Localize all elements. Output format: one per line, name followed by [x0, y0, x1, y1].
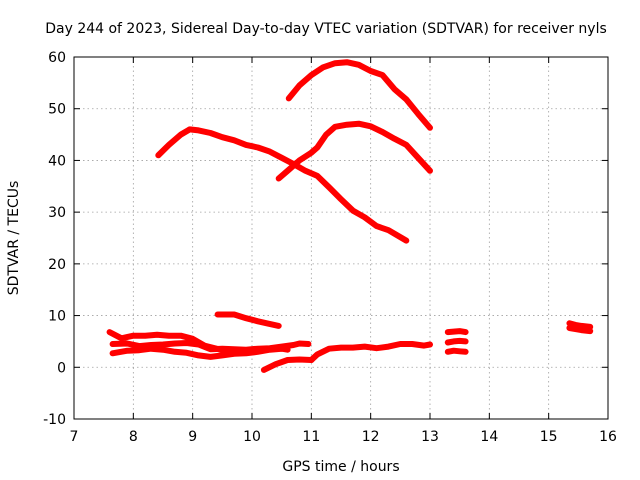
x-tick-label: 16 — [599, 429, 617, 445]
y-tick-label: 0 — [57, 360, 66, 376]
x-tick-label: 9 — [188, 429, 197, 445]
y-tick-label: 30 — [48, 205, 66, 221]
y-tick-label: 40 — [48, 153, 66, 169]
x-axis-label: GPS time / hours — [282, 459, 399, 475]
y-tick-label: -10 — [43, 412, 66, 428]
y-tick-label: 50 — [48, 102, 66, 118]
x-tick-label: 15 — [540, 429, 558, 445]
x-tick-label: 10 — [243, 429, 261, 445]
x-tick-label: 7 — [70, 429, 79, 445]
grid — [74, 57, 608, 419]
axis-ticks: 7 8 9 10 11 12 13 14 15 16 -10 0 10 20 30 40 50 60 — [43, 50, 617, 445]
series-track-13 — [566, 320, 594, 330]
x-tick-label: 11 — [302, 429, 320, 445]
x-tick-label: 8 — [129, 429, 138, 445]
series-track-12 — [444, 347, 469, 355]
series-track-1 — [285, 59, 433, 131]
series-track-11 — [444, 337, 469, 346]
series-track-3 — [275, 120, 433, 182]
y-tick-label: 60 — [48, 50, 66, 66]
series-track-2 — [155, 126, 410, 244]
series-track-8 — [260, 356, 315, 373]
x-tick-label: 14 — [480, 429, 498, 445]
chart-title: Day 244 of 2023, Sidereal Day-to-day VTE… — [45, 21, 607, 37]
plot-frame — [73, 56, 609, 420]
series-track-9 — [308, 341, 433, 363]
series-track-4 — [214, 311, 282, 329]
y-tick-label: 10 — [48, 309, 66, 325]
series-layer — [106, 59, 594, 373]
x-tick-label: 13 — [421, 429, 439, 445]
series-track-14 — [566, 325, 594, 335]
series-track-10 — [444, 328, 469, 336]
x-tick-label: 12 — [362, 429, 380, 445]
y-tick-label: 20 — [48, 257, 66, 273]
y-axis-label: SDTVAR / TECUs — [6, 181, 22, 296]
series-track-7 — [109, 345, 291, 360]
